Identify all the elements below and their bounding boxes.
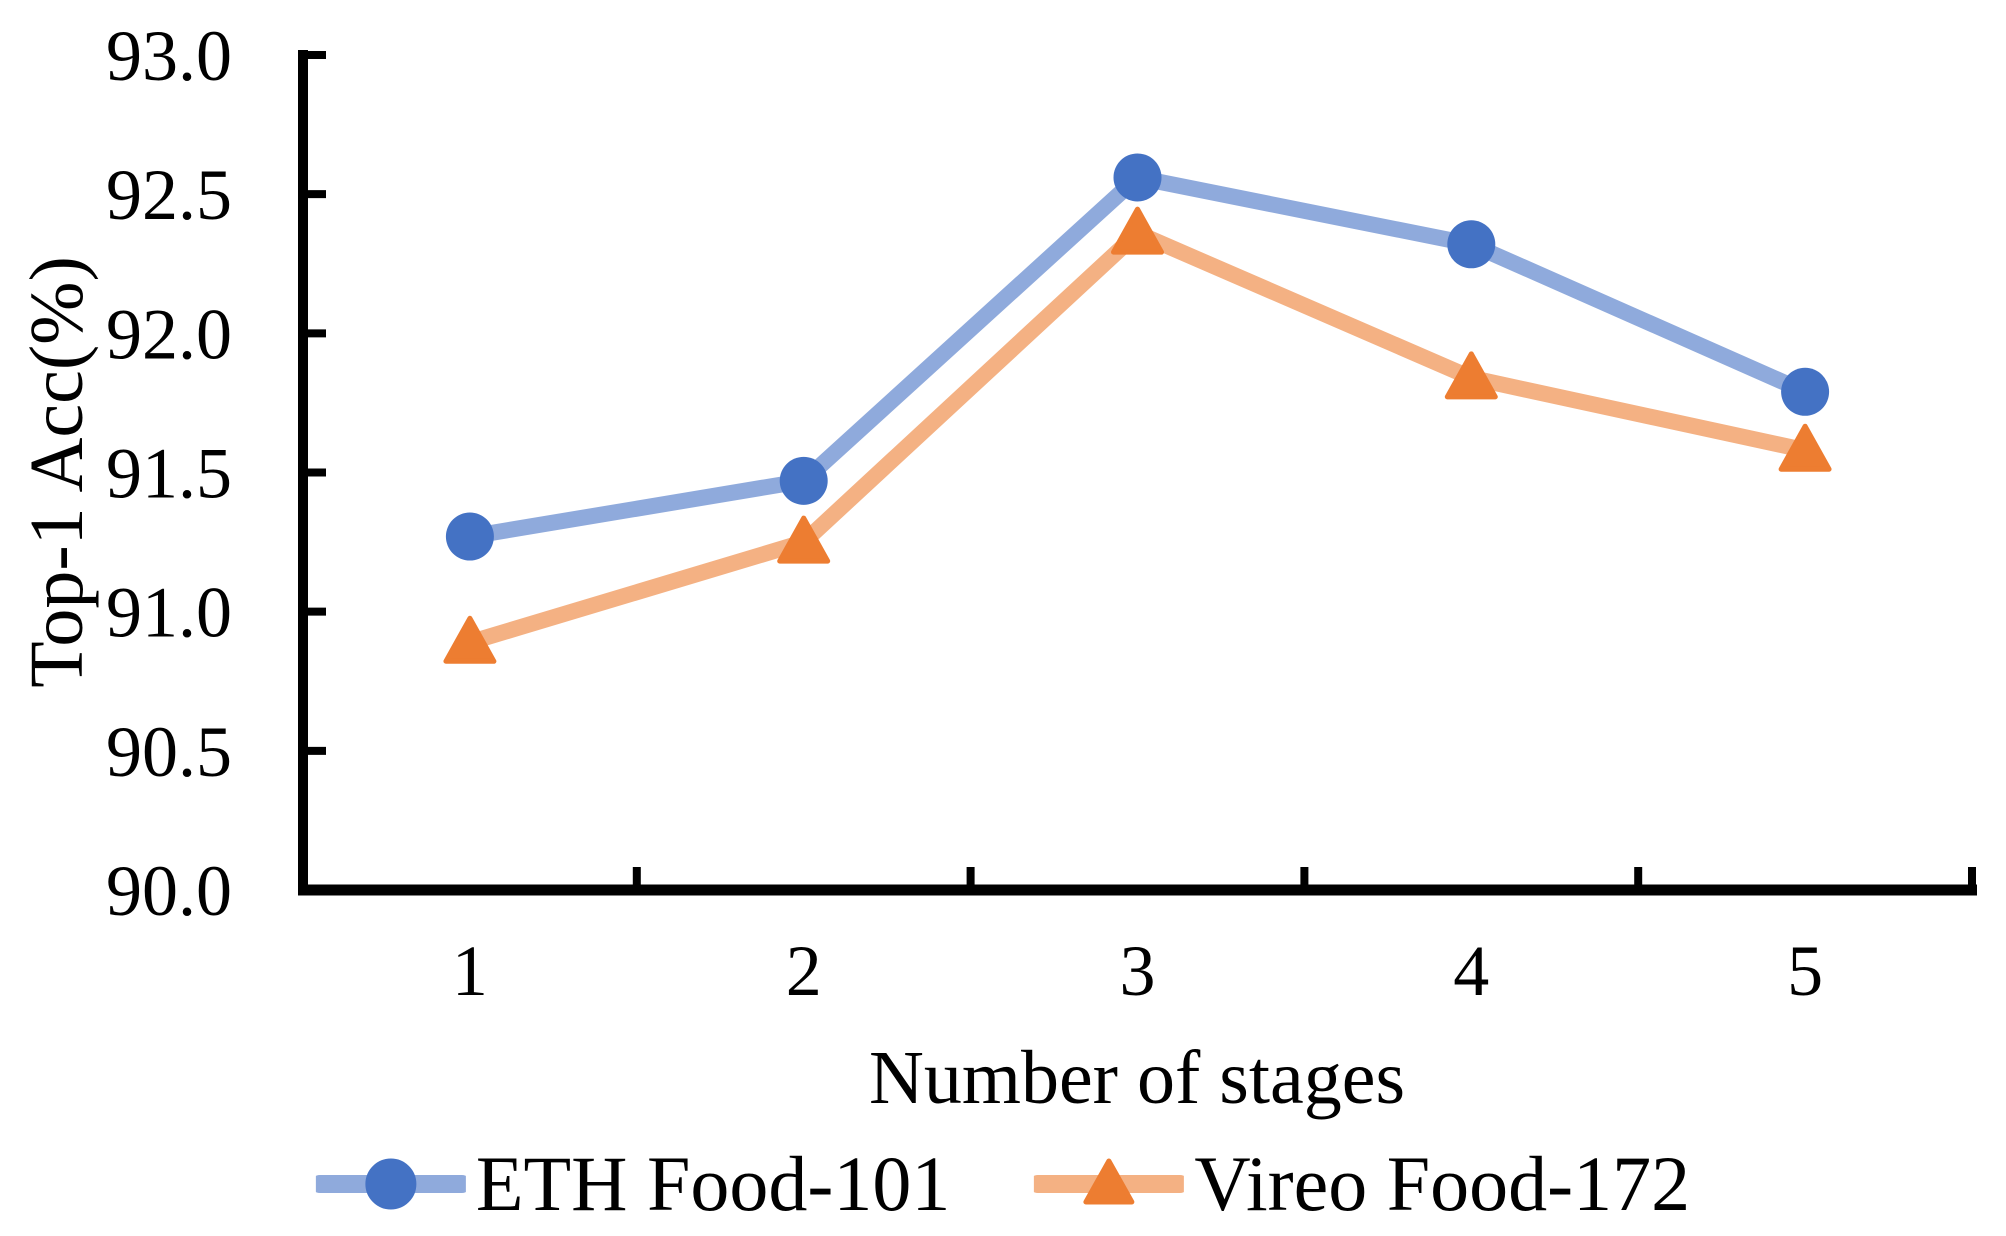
data-point-marker: [1778, 423, 1832, 472]
y-tick-label: 90.5: [106, 712, 232, 792]
data-point-marker: [1781, 367, 1830, 416]
data-point-marker: [1444, 351, 1498, 400]
legend-entry-vireo-food-172: Vireo Food-172: [1034, 1145, 1690, 1223]
data-point-marker: [1447, 220, 1496, 269]
data-point-marker: [445, 512, 494, 561]
x-tick-label: 3: [1120, 931, 1156, 1011]
series-line-vireo-food-172: [461, 225, 1814, 651]
legend-swatch-circle-icon: [315, 1158, 466, 1210]
data-point-marker: [779, 456, 828, 505]
legend: ETH Food-101 Vireo Food-172: [315, 1140, 1690, 1227]
y-tick-label: 92.5: [106, 155, 232, 235]
data-point-marker: [443, 615, 497, 664]
y-tick-label: 92.0: [106, 294, 232, 374]
x-tick-label: 4: [1453, 931, 1489, 1011]
data-point-marker: [1111, 206, 1164, 255]
data-point-marker: [777, 515, 831, 564]
legend-entry-eth-food-101: ETH Food-101: [315, 1140, 951, 1227]
data-point-marker: [1113, 153, 1162, 202]
x-axis-title: Number of stages: [868, 1036, 1406, 1120]
y-tick-label: 91.5: [106, 434, 232, 514]
x-tick-label: 1: [452, 931, 488, 1011]
legend-swatch-triangle-icon: [1034, 1158, 1185, 1205]
y-tick-label: 93.0: [106, 16, 232, 96]
y-tick-label: 91.0: [106, 573, 232, 653]
legend-label: ETH Food-101: [475, 1140, 951, 1227]
legend-label: Vireo Food-172: [1194, 1140, 1691, 1227]
y-tick-label: 90.0: [106, 851, 232, 931]
y-axis-title: Top-1 Acc(%): [15, 256, 99, 688]
x-tick-label: 5: [1787, 931, 1823, 1011]
x-tick-label: 2: [786, 931, 822, 1011]
